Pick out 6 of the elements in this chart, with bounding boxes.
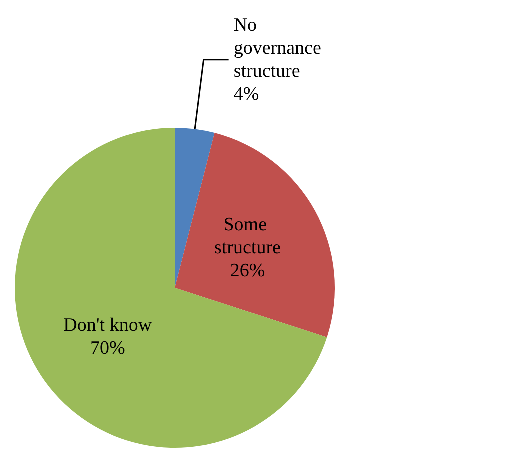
slice-label: No governance structure bbox=[234, 14, 326, 82]
data-label: 26% bbox=[230, 260, 266, 282]
data-label: 70% bbox=[90, 338, 126, 359]
slice-label: Some structure bbox=[214, 214, 281, 259]
slice-label: Don't know bbox=[64, 314, 152, 336]
data-label: 4% bbox=[234, 84, 260, 105]
